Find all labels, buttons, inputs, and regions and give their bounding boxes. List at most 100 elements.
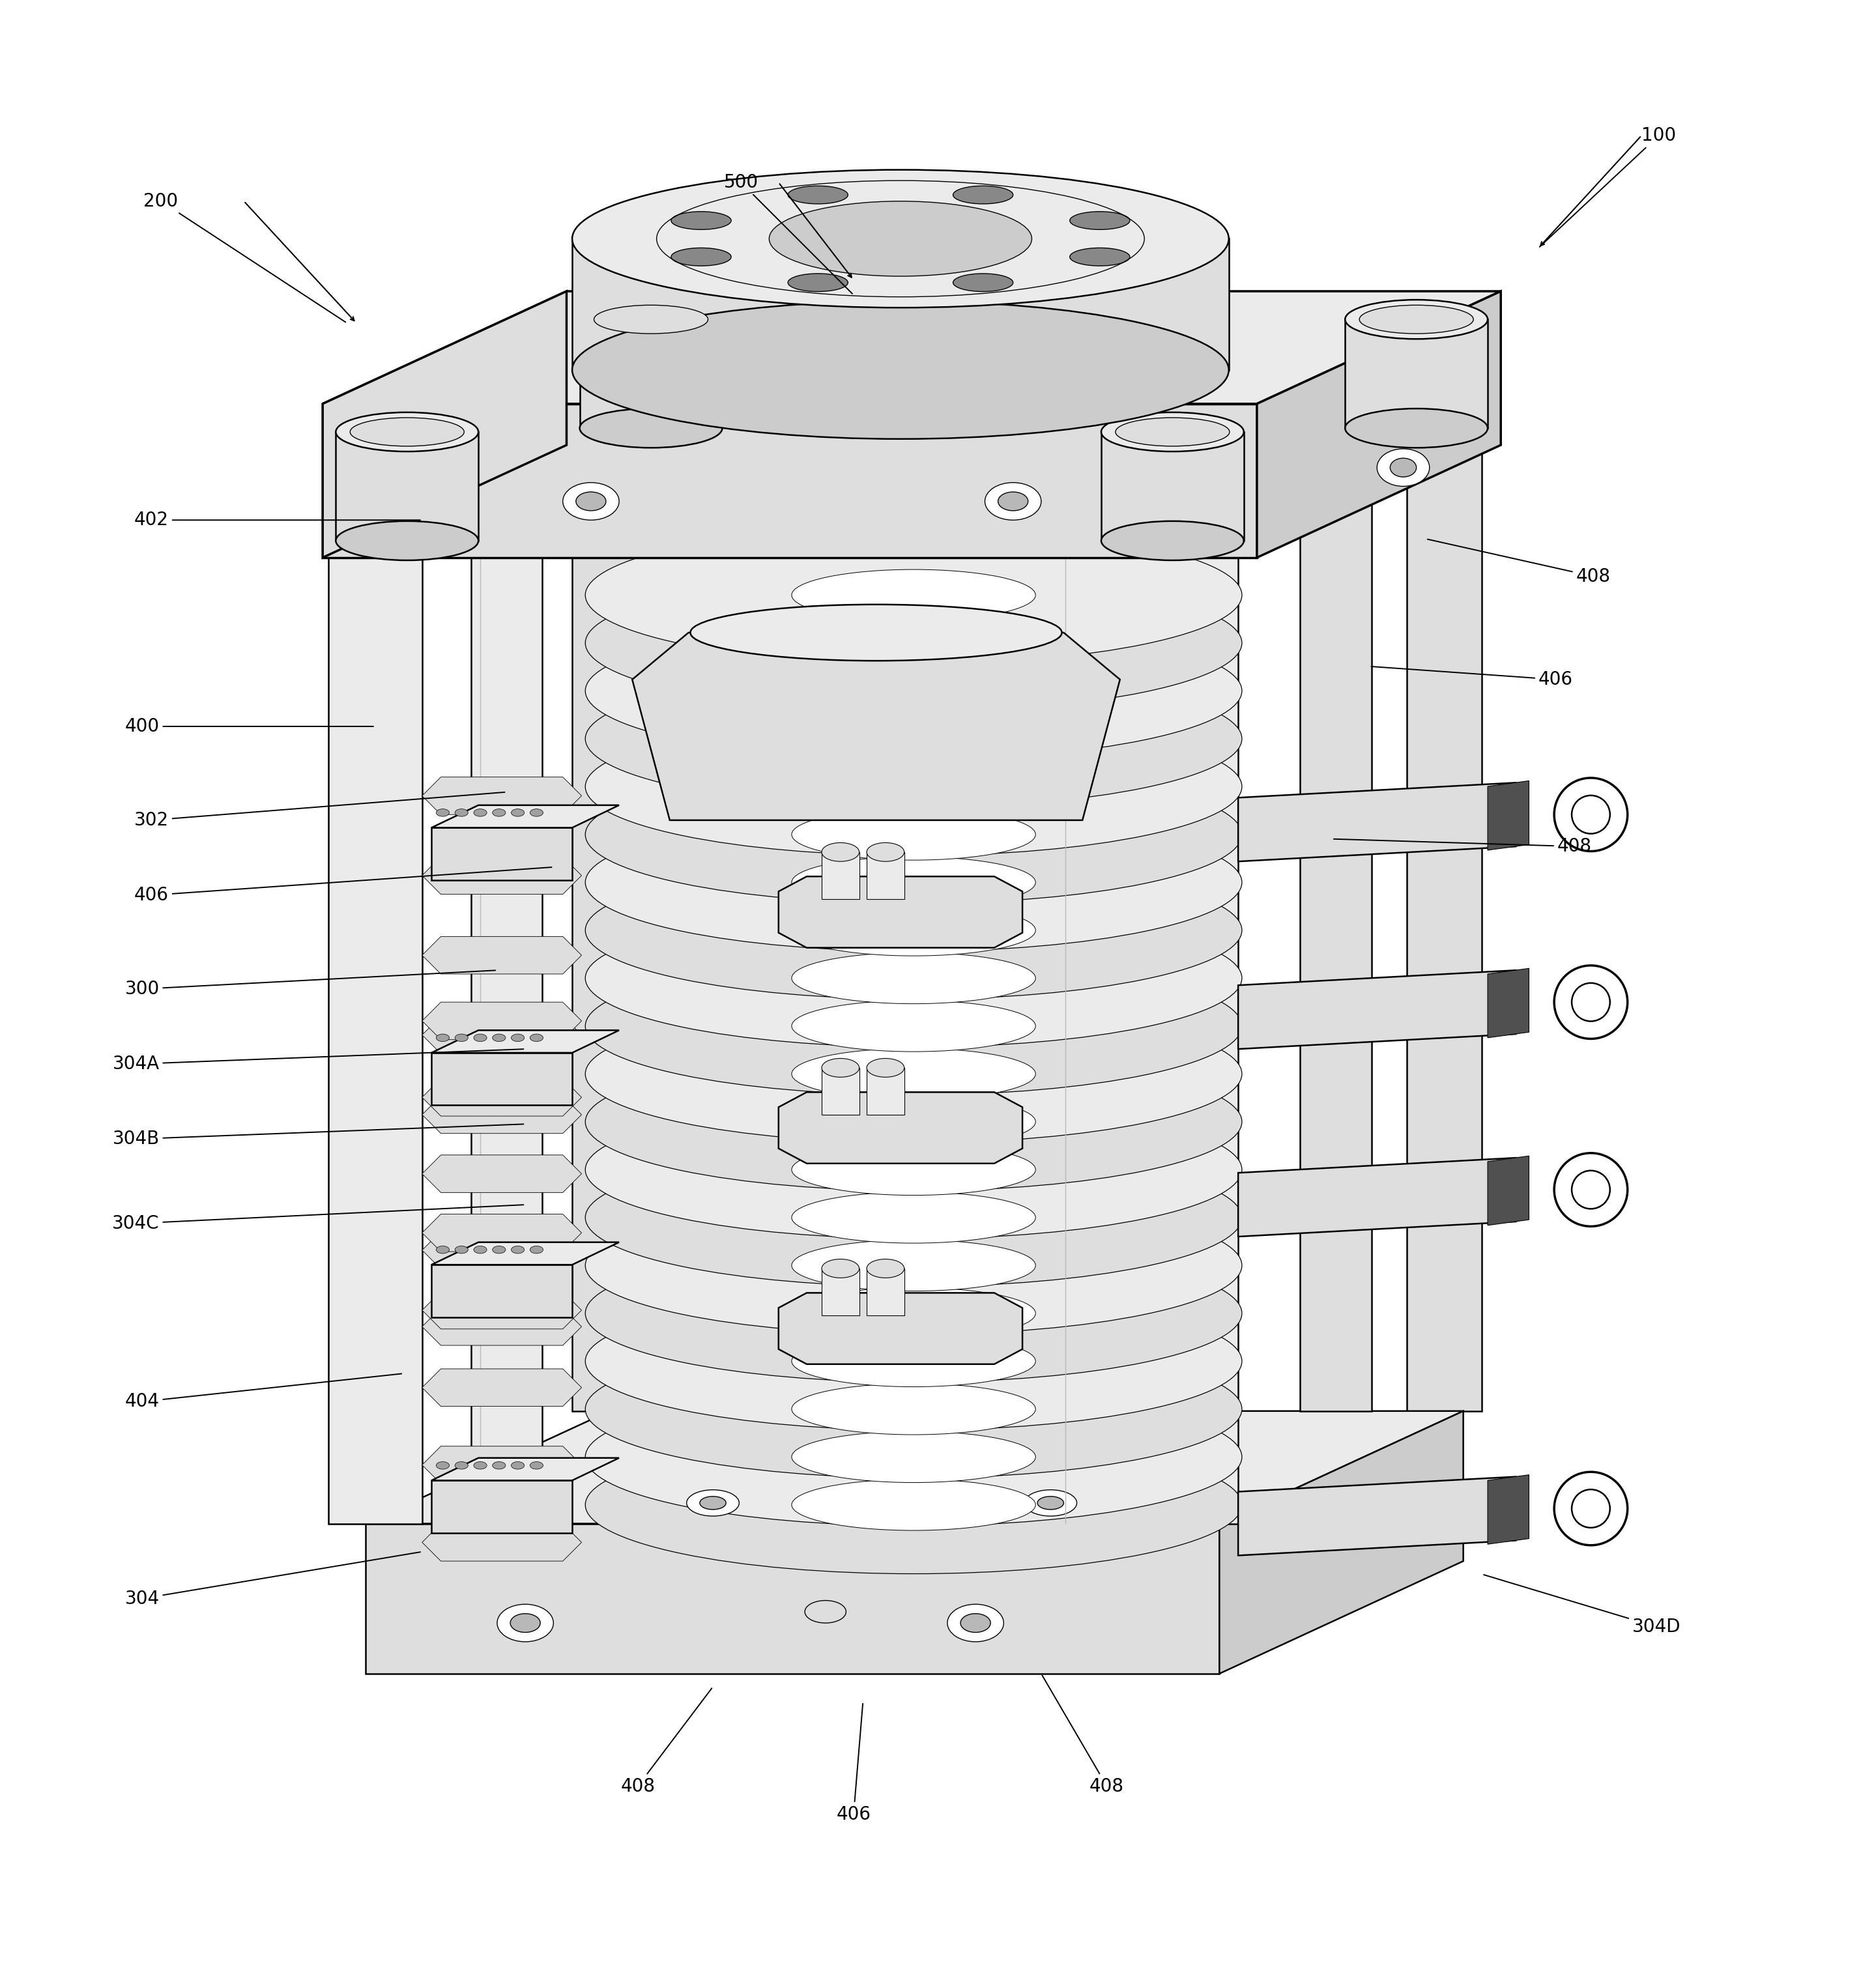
Ellipse shape (1101, 411, 1244, 451)
Bar (867, 853, 904, 898)
Ellipse shape (585, 1149, 1242, 1286)
Polygon shape (779, 876, 1022, 947)
Ellipse shape (336, 520, 478, 560)
Polygon shape (422, 777, 582, 815)
Bar (1056, 530, 1127, 1523)
Text: 406: 406 (1371, 667, 1572, 688)
Text: 408: 408 (1428, 540, 1610, 585)
Ellipse shape (700, 1497, 726, 1509)
Polygon shape (1238, 971, 1516, 1048)
Ellipse shape (792, 904, 1036, 955)
Polygon shape (632, 633, 1120, 821)
Ellipse shape (1101, 520, 1244, 560)
Ellipse shape (473, 1246, 488, 1254)
Text: 200: 200 (144, 192, 345, 322)
Ellipse shape (792, 1048, 1036, 1100)
Bar (1407, 417, 1482, 1410)
Ellipse shape (585, 1292, 1242, 1430)
Ellipse shape (792, 953, 1036, 1003)
Polygon shape (1488, 969, 1529, 1038)
Ellipse shape (580, 301, 722, 338)
Ellipse shape (1377, 449, 1430, 487)
Ellipse shape (497, 1604, 553, 1642)
Polygon shape (1238, 783, 1516, 862)
Ellipse shape (435, 809, 450, 817)
Ellipse shape (585, 910, 1242, 1046)
Ellipse shape (985, 483, 1041, 520)
Polygon shape (431, 1052, 572, 1106)
Polygon shape (431, 1242, 619, 1264)
Text: 100: 100 (1540, 127, 1675, 247)
Ellipse shape (531, 1246, 544, 1254)
Ellipse shape (805, 1600, 846, 1624)
Ellipse shape (585, 1244, 1242, 1383)
Ellipse shape (531, 1462, 544, 1470)
Bar (1300, 417, 1371, 1410)
Ellipse shape (792, 1001, 1036, 1052)
Ellipse shape (792, 1193, 1036, 1242)
Bar (328, 530, 422, 1523)
Ellipse shape (1572, 983, 1610, 1021)
Bar (822, 1268, 859, 1315)
Ellipse shape (792, 1096, 1036, 1147)
Ellipse shape (792, 665, 1036, 716)
Text: 304B: 304B (113, 1124, 523, 1147)
Ellipse shape (585, 860, 1242, 999)
Ellipse shape (435, 1034, 450, 1042)
Ellipse shape (473, 809, 488, 817)
Ellipse shape (867, 1260, 904, 1278)
Ellipse shape (792, 1288, 1036, 1339)
Polygon shape (431, 1031, 619, 1052)
Ellipse shape (585, 1005, 1242, 1143)
Ellipse shape (580, 409, 722, 447)
Polygon shape (1488, 781, 1529, 851)
Ellipse shape (585, 1341, 1242, 1478)
Ellipse shape (492, 809, 507, 817)
Text: 304D: 304D (1484, 1574, 1681, 1636)
Ellipse shape (769, 202, 1032, 277)
Polygon shape (779, 1092, 1022, 1163)
Ellipse shape (822, 843, 859, 862)
Polygon shape (422, 1292, 582, 1329)
Ellipse shape (792, 1143, 1036, 1195)
Polygon shape (431, 827, 572, 880)
Ellipse shape (690, 605, 1062, 661)
Ellipse shape (435, 1462, 450, 1470)
Ellipse shape (454, 1462, 469, 1470)
Text: 408: 408 (1334, 837, 1591, 856)
Text: 408: 408 (1041, 1675, 1124, 1796)
Polygon shape (1488, 1155, 1529, 1224)
Ellipse shape (510, 809, 525, 817)
Polygon shape (431, 1458, 619, 1480)
Bar (572, 417, 666, 1410)
Ellipse shape (1390, 459, 1416, 477)
Polygon shape (323, 291, 1501, 404)
Ellipse shape (595, 305, 707, 334)
Ellipse shape (1572, 1171, 1610, 1209)
Bar (1163, 530, 1238, 1523)
Ellipse shape (998, 493, 1028, 510)
Polygon shape (431, 1264, 572, 1317)
Text: 300: 300 (126, 971, 495, 999)
Ellipse shape (585, 1389, 1242, 1525)
Bar (715, 417, 786, 1410)
Ellipse shape (1069, 247, 1129, 265)
Ellipse shape (1345, 301, 1488, 338)
Ellipse shape (585, 957, 1242, 1096)
Ellipse shape (572, 301, 1229, 439)
Ellipse shape (510, 1034, 525, 1042)
Ellipse shape (585, 813, 1242, 951)
Text: 404: 404 (126, 1373, 401, 1410)
Ellipse shape (792, 1383, 1036, 1434)
Ellipse shape (1553, 965, 1628, 1038)
Ellipse shape (792, 762, 1036, 813)
Text: 500: 500 (724, 174, 852, 293)
Ellipse shape (788, 273, 848, 291)
Polygon shape (779, 1294, 1022, 1365)
Bar (867, 1068, 904, 1116)
Polygon shape (1219, 1410, 1463, 1673)
Bar (822, 1068, 859, 1116)
Ellipse shape (435, 1246, 450, 1254)
Bar (1101, 431, 1244, 540)
Ellipse shape (792, 1432, 1036, 1484)
